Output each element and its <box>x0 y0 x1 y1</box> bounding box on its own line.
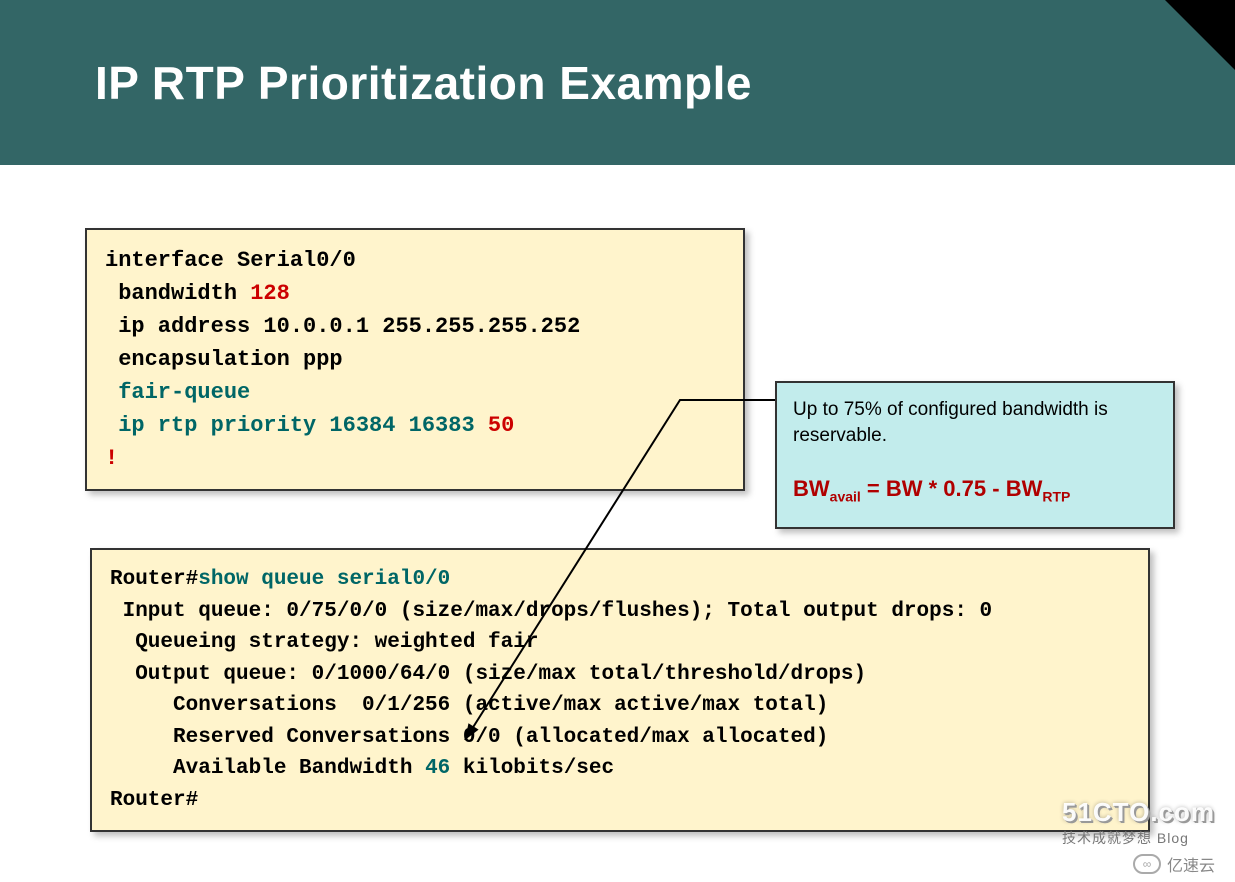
cfg-line-rtp-val: 50 <box>488 413 514 438</box>
callout-box: Up to 75% of configured bandwidth is res… <box>775 381 1175 529</box>
corner-triangle <box>1165 0 1235 70</box>
formula-rhs-sub: RTP <box>1042 489 1070 505</box>
out-line3: Output queue: 0/1000/64/0 (size/max tota… <box>110 663 866 686</box>
out-command: show queue serial0/0 <box>198 568 450 591</box>
config-code-box: interface Serial0/0 bandwidth 128 ip add… <box>85 228 745 491</box>
out-line1: Input queue: 0/75/0/0 (size/max/drops/fl… <box>110 600 992 623</box>
out-line6-post: kilobits/sec <box>450 757 614 780</box>
watermark-51cto-text: 51CTO.com <box>1062 797 1215 827</box>
callout-note: Up to 75% of configured bandwidth is res… <box>793 397 1157 448</box>
out-line5: Reserved Conversations 0/0 (allocated/ma… <box>110 726 828 749</box>
output-code-box: Router#show queue serial0/0 Input queue:… <box>90 548 1150 832</box>
formula-rhs-var: BW <box>1006 476 1043 501</box>
out-prompt1: Router# <box>110 568 198 591</box>
formula-eq: = BW * 0.75 - <box>861 476 1006 501</box>
cfg-line-bw-val: 128 <box>250 281 290 306</box>
slide-body: interface Serial0/0 bandwidth 128 ip add… <box>0 165 1235 882</box>
out-line6-val: 46 <box>425 757 450 780</box>
formula-lhs-sub: avail <box>830 489 861 505</box>
cfg-line-bang: ! <box>105 446 118 471</box>
cfg-line-bw-pre: bandwidth <box>105 281 250 306</box>
out-line2: Queueing strategy: weighted fair <box>110 631 538 654</box>
watermark-yisu-text: 亿速云 <box>1167 852 1215 876</box>
cfg-line-encap: encapsulation ppp <box>105 347 343 372</box>
formula-lhs-var: BW <box>793 476 830 501</box>
out-line6-pre: Available Bandwidth <box>110 757 425 780</box>
slide-header: IP RTP Prioritization Example <box>0 0 1235 165</box>
cfg-line-interface: interface Serial0/0 <box>105 248 356 273</box>
cfg-line-ip: ip address 10.0.0.1 255.255.255.252 <box>105 314 580 339</box>
watermark-51cto-sub: 技术成就梦想 Blog <box>1062 828 1215 848</box>
out-line4: Conversations 0/1/256 (active/max active… <box>110 694 828 717</box>
cfg-line-fq: fair-queue <box>105 380 250 405</box>
cloud-icon: ∞ <box>1133 854 1161 874</box>
callout-formula: BWavail = BW * 0.75 - BWRTP <box>793 474 1157 506</box>
watermark-51cto: 51CTO.com 技术成就梦想 Blog <box>1062 797 1215 848</box>
out-prompt2: Router# <box>110 789 198 812</box>
slide-title: IP RTP Prioritization Example <box>95 56 752 110</box>
watermark-yisu: ∞ 亿速云 <box>1133 852 1215 876</box>
cfg-line-rtp-pre: ip rtp priority 16384 16383 <box>105 413 488 438</box>
